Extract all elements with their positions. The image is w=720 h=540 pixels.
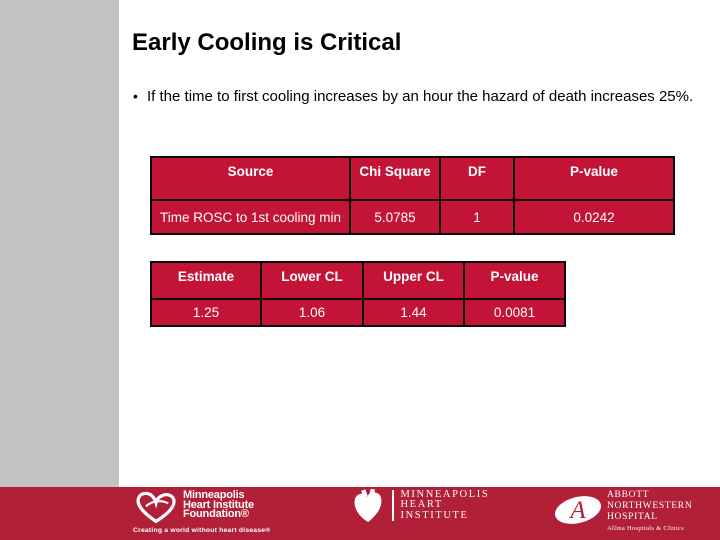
mhif-name-line1: Minneapolis — [183, 489, 245, 501]
mhif-name-line2: Heart Institute — [183, 498, 254, 511]
anw-name-line2: NORTHWESTERN — [607, 500, 693, 511]
table-data-row: Time ROSC to 1st cooling min 5.0785 1 0.… — [150, 199, 675, 235]
mhi-name-line3: INSTITUTE — [400, 509, 469, 521]
anw-tagline: Allina Hospitals & Clinics — [607, 524, 684, 532]
anw-monogram: A — [568, 497, 586, 524]
mhi-logo: MINNEAPOLIS HEART INSTITUTE — [352, 488, 490, 528]
cell-df-value: 1 — [439, 199, 515, 235]
mhi-name-line2: HEART — [400, 499, 443, 511]
anw-name-line3: HOSPITAL — [607, 511, 658, 522]
anw-name-line1: ABBOTT — [607, 490, 650, 500]
mhif-heart-icon — [133, 489, 179, 530]
header-cell-chi-square: Chi Square — [349, 156, 441, 201]
table-header-row: Estimate Lower CL Upper CL P-value — [150, 261, 566, 300]
header-cell-p-value: P-value — [513, 156, 675, 201]
cell-source-value: Time ROSC to 1st cooling min — [150, 199, 351, 235]
slide-title: Early Cooling is Critical — [132, 29, 402, 56]
estimate-table: Estimate Lower CL Upper CL P-value 1.25 … — [150, 261, 566, 327]
header-cell-lower-cl: Lower CL — [260, 261, 364, 300]
header-cell-source: Source — [150, 156, 351, 201]
mhif-logo: Minneapolis Heart Institute Foundation® — [133, 489, 254, 530]
bullet-marker: • — [133, 88, 138, 104]
cell-upper-cl-value: 1.44 — [362, 298, 465, 327]
mhi-name-line1: MINNEAPOLIS — [400, 489, 490, 500]
chi-square-table: Source Chi Square DF P-value Time ROSC t… — [150, 156, 675, 235]
cell-estimate-value: 1.25 — [150, 298, 262, 327]
cell-p-value2: 0.0081 — [463, 298, 566, 327]
bullet-text: If the time to first cooling increases b… — [147, 88, 694, 105]
cell-lower-cl-value: 1.06 — [260, 298, 364, 327]
bullet-item: • If the time to first cooling increases… — [133, 88, 699, 106]
mhi-divider — [392, 490, 394, 521]
header-cell-p-value2: P-value — [463, 261, 566, 300]
cell-chi-square-value: 5.0785 — [349, 199, 441, 235]
mhi-logo-text: MINNEAPOLIS HEART INSTITUTE — [400, 489, 490, 521]
table-data-row: 1.25 1.06 1.44 0.0081 — [150, 298, 566, 327]
footer-bar: Minneapolis Heart Institute Foundation® … — [0, 487, 720, 540]
mhif-logo-text: Minneapolis Heart Institute Foundation® — [183, 489, 254, 520]
header-cell-df: DF — [439, 156, 515, 201]
mhif-tagline: Creating a world without heart disease® — [133, 527, 271, 534]
sidebar-accent-bar — [0, 0, 119, 487]
anw-logo-text: ABBOTT NORTHWESTERN HOSPITAL Allina Hosp… — [607, 490, 692, 532]
header-cell-estimate: Estimate — [150, 261, 262, 300]
anw-oval-icon: A — [553, 490, 603, 533]
table-header-row: Source Chi Square DF P-value — [150, 156, 675, 201]
header-cell-upper-cl: Upper CL — [362, 261, 465, 300]
cell-p-value: 0.0242 — [513, 199, 675, 235]
mhif-name-line3: Foundation® — [183, 508, 249, 520]
anw-logo: A ABBOTT NORTHWESTERN HOSPITAL Allina Ho… — [553, 490, 692, 533]
mhi-heart-icon — [352, 488, 384, 528]
